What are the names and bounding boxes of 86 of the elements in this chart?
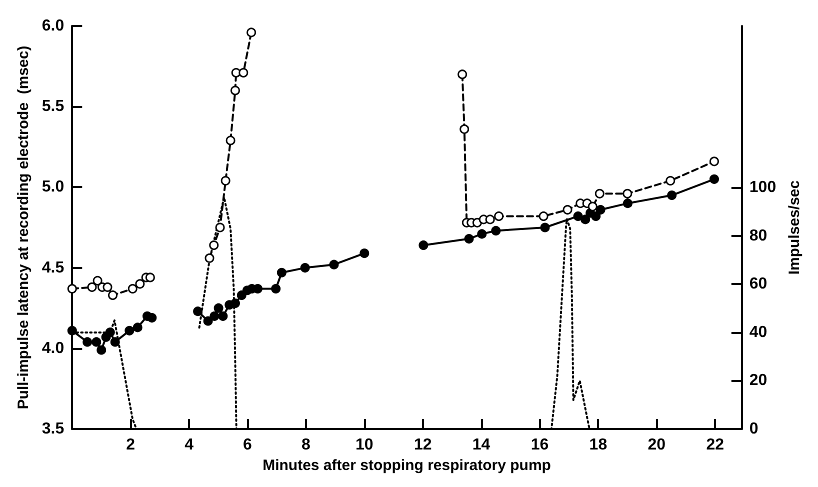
point bbox=[230, 86, 240, 96]
point bbox=[580, 214, 590, 224]
y-axis-title: Pull-impulse latency at recording electrode (msec) bbox=[15, 46, 32, 410]
point bbox=[147, 313, 157, 323]
point bbox=[92, 276, 102, 286]
point bbox=[210, 311, 220, 321]
x-tick-label: 18 bbox=[589, 436, 608, 454]
point bbox=[418, 240, 428, 250]
point bbox=[538, 211, 548, 221]
y-tick-label: 4.5 bbox=[42, 259, 64, 276]
point bbox=[562, 205, 572, 215]
y2-tick-label: 20 bbox=[749, 372, 768, 390]
point bbox=[485, 214, 495, 224]
point bbox=[87, 282, 97, 292]
point bbox=[591, 211, 601, 221]
point bbox=[215, 222, 225, 232]
point bbox=[667, 190, 677, 200]
point bbox=[124, 326, 134, 336]
x-tick-label: 6 bbox=[243, 436, 252, 454]
y2-tick-label: 0 bbox=[749, 420, 758, 438]
point bbox=[132, 322, 142, 332]
x-tick-label: 2 bbox=[126, 436, 136, 454]
point bbox=[110, 337, 120, 347]
point bbox=[464, 234, 474, 244]
point bbox=[220, 176, 230, 186]
point bbox=[271, 284, 281, 294]
point bbox=[67, 326, 77, 336]
y2-tick-label: 40 bbox=[749, 324, 768, 341]
point bbox=[709, 156, 719, 166]
point bbox=[540, 222, 550, 232]
x-tick-label: 8 bbox=[301, 436, 310, 454]
point bbox=[622, 198, 632, 208]
x-tick-label: 12 bbox=[414, 436, 432, 454]
point bbox=[573, 211, 583, 221]
y-tick-label: 5.5 bbox=[42, 98, 64, 116]
x-tick-label: 16 bbox=[530, 436, 549, 454]
point bbox=[622, 188, 632, 198]
point bbox=[329, 260, 339, 270]
point bbox=[236, 290, 246, 300]
y-tick-label: 5.0 bbox=[42, 178, 64, 196]
point bbox=[491, 226, 501, 236]
point bbox=[596, 205, 606, 215]
point bbox=[145, 272, 155, 282]
point bbox=[666, 176, 676, 186]
point bbox=[494, 211, 504, 221]
y-tick-label: 6.0 bbox=[42, 18, 64, 34]
point bbox=[218, 311, 228, 321]
point bbox=[226, 136, 236, 146]
point bbox=[135, 279, 145, 289]
point bbox=[214, 303, 224, 313]
point bbox=[458, 70, 468, 80]
x-tick-label: 20 bbox=[648, 436, 666, 454]
point bbox=[594, 188, 604, 198]
x-tick-label: 10 bbox=[356, 436, 374, 454]
point bbox=[300, 263, 310, 273]
x-tick-label: 22 bbox=[706, 436, 724, 454]
y-tick-label: 4.0 bbox=[42, 340, 64, 357]
point bbox=[276, 268, 286, 278]
point bbox=[128, 284, 138, 294]
point bbox=[67, 284, 77, 294]
y-tick-label: 3.5 bbox=[42, 420, 64, 438]
point bbox=[204, 253, 214, 263]
point bbox=[102, 282, 112, 292]
point bbox=[92, 337, 102, 347]
point bbox=[108, 290, 118, 300]
y2-tick-label: 60 bbox=[749, 276, 768, 293]
point bbox=[193, 306, 203, 316]
x-tick-label: 4 bbox=[184, 436, 194, 454]
y2-tick-label: 100 bbox=[749, 179, 776, 196]
point bbox=[82, 337, 92, 347]
point bbox=[460, 124, 470, 134]
point bbox=[96, 345, 106, 355]
point bbox=[709, 174, 719, 184]
point bbox=[246, 28, 256, 38]
point bbox=[588, 202, 598, 212]
point bbox=[238, 68, 248, 78]
point bbox=[477, 229, 487, 239]
point bbox=[360, 248, 370, 258]
point bbox=[230, 298, 240, 308]
point bbox=[105, 328, 115, 338]
y2-axis-title: Impulses/sec bbox=[786, 180, 803, 275]
point bbox=[209, 240, 219, 250]
point bbox=[203, 316, 213, 326]
x-tick-label: 14 bbox=[472, 436, 490, 454]
x-axis-title: Minutes after stopping respiratory pump bbox=[262, 456, 551, 474]
y2-tick-label: 80 bbox=[749, 227, 768, 244]
